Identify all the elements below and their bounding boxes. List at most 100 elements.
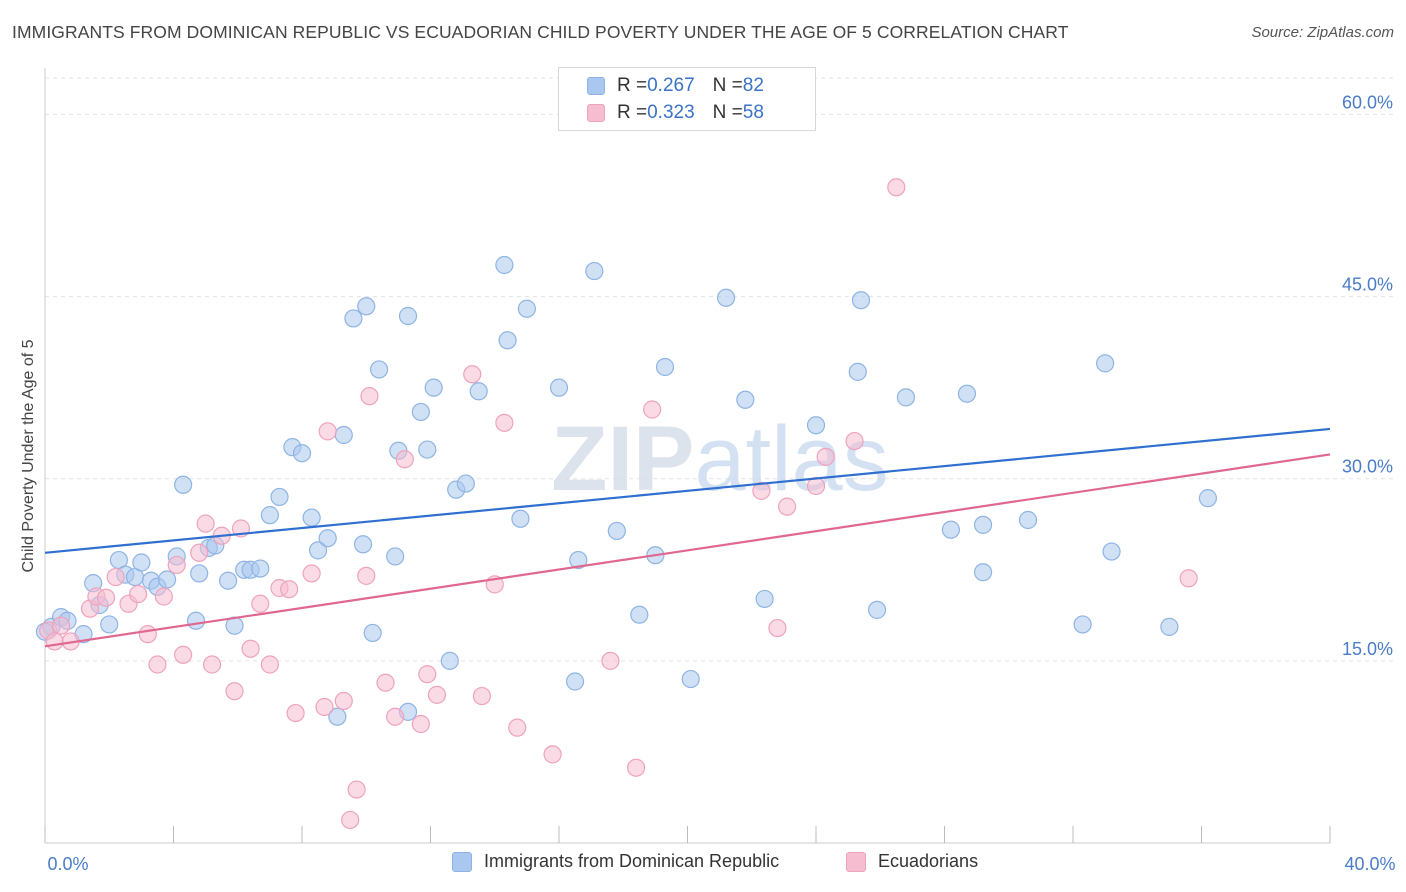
point-dominican [1102, 542, 1121, 561]
point-ecuadorian [472, 686, 491, 706]
point-dominican [318, 529, 337, 548]
legend-swatch-blue [452, 851, 472, 872]
points-layer [35, 178, 1218, 830]
point-dominican [1018, 510, 1038, 530]
point-ecuadorian [887, 178, 906, 197]
point-dominican [973, 563, 993, 582]
point-ecuadorian [845, 431, 864, 451]
point-ecuadorian [251, 594, 270, 613]
point-ecuadorian [341, 810, 360, 830]
n-value-pink: 58 [742, 102, 764, 123]
n-label: N = [712, 102, 743, 123]
watermark: ZIPatlas [551, 408, 888, 510]
point-ecuadorian [357, 566, 376, 585]
point-dominican [100, 615, 119, 634]
point-ecuadorian [318, 422, 337, 441]
correlation-legend: R = 0.267 N = 82 R = 0.323 N = 58 [558, 67, 816, 131]
point-ecuadorian [138, 625, 157, 644]
point-dominican [469, 382, 488, 401]
point-dominican [755, 589, 774, 609]
source-label: Source: ZipAtlas.com [1251, 24, 1394, 41]
point-dominican [386, 547, 405, 566]
point-ecuadorian [427, 685, 447, 704]
point-dominican [681, 669, 700, 689]
point-dominican [896, 388, 916, 407]
point-ecuadorian [768, 618, 787, 638]
point-dominican [655, 357, 675, 377]
point-dominican [549, 378, 569, 397]
point-ecuadorian [45, 632, 64, 651]
point-ecuadorian [286, 703, 305, 723]
series-legend: Immigrants from Dominican Republic Ecuad… [0, 851, 1406, 877]
point-ecuadorian [777, 497, 797, 516]
point-dominican [736, 390, 755, 409]
point-ecuadorian [418, 665, 437, 684]
point-dominican [517, 299, 536, 318]
point-dominican [328, 707, 347, 726]
legend-label-ecuadorians: Ecuadorians [878, 851, 979, 871]
point-ecuadorian [241, 639, 260, 658]
legend-item-ecuadorians: Ecuadorians [846, 851, 978, 872]
legend-label-dominican: Immigrants from Dominican Republic [484, 851, 780, 871]
point-ecuadorian [260, 655, 279, 674]
point-ecuadorian [196, 514, 215, 533]
point-ecuadorian [386, 707, 405, 726]
trend-line-ecuadorian [44, 453, 1331, 648]
point-ecuadorian [495, 413, 514, 432]
point-dominican [370, 360, 389, 379]
point-ecuadorian [190, 543, 209, 562]
point-dominican [308, 541, 328, 560]
point-dominican [973, 515, 993, 534]
point-dominican [1160, 617, 1179, 636]
point-ecuadorian [315, 697, 334, 717]
point-ecuadorian [347, 780, 366, 799]
point-dominican [260, 506, 279, 525]
point-dominican [186, 611, 206, 630]
point-dominican [569, 550, 588, 570]
point-dominican [1073, 615, 1092, 634]
point-ecuadorian [51, 616, 71, 635]
point-dominican [585, 261, 604, 281]
trend-layer [44, 427, 1331, 648]
point-dominican [1096, 354, 1115, 373]
point-ecuadorian [129, 584, 148, 604]
legend-row-blue: R = 0.267 N = 82 [559, 73, 764, 99]
axis-layer [44, 68, 1331, 844]
x-tick-label: 0.0% [47, 854, 88, 874]
point-ecuadorian [202, 655, 222, 674]
r-value-pink: 0.323 [647, 102, 695, 123]
point-ecuadorian [106, 567, 125, 587]
point-dominican [132, 553, 151, 572]
point-dominican [1198, 489, 1218, 508]
point-dominican [398, 306, 418, 326]
point-ecuadorian [816, 447, 835, 466]
legend-swatch-pink [587, 104, 605, 122]
point-ecuadorian [508, 718, 527, 737]
x-tick-label: 40.0% [1344, 854, 1395, 874]
point-ecuadorian [154, 587, 173, 606]
point-ecuadorian [411, 714, 430, 734]
point-dominican [353, 535, 373, 554]
trend-line-dominican [44, 427, 1331, 554]
point-ecuadorian [280, 580, 299, 599]
point-ecuadorian [148, 655, 167, 674]
legend-swatch-pink [846, 851, 866, 872]
point-ecuadorian [334, 691, 353, 711]
y-tick-label: 60.0% [1342, 92, 1393, 112]
point-ecuadorian [1179, 569, 1198, 588]
point-dominican [607, 521, 626, 541]
legend-swatch-blue [587, 77, 605, 95]
point-dominican [363, 623, 382, 643]
n-label: N = [712, 75, 743, 96]
point-ecuadorian [643, 400, 662, 419]
point-ecuadorian [752, 481, 771, 500]
point-ecuadorian [376, 673, 395, 692]
point-ecuadorian [302, 564, 321, 583]
point-dominican [251, 559, 270, 578]
chart-title: IMMIGRANTS FROM DOMINICAN REPUBLIC VS EC… [12, 22, 1069, 42]
point-dominican [411, 402, 430, 422]
y-tick-label: 15.0% [1342, 639, 1393, 659]
point-dominican [357, 297, 376, 316]
point-dominican [302, 508, 321, 527]
